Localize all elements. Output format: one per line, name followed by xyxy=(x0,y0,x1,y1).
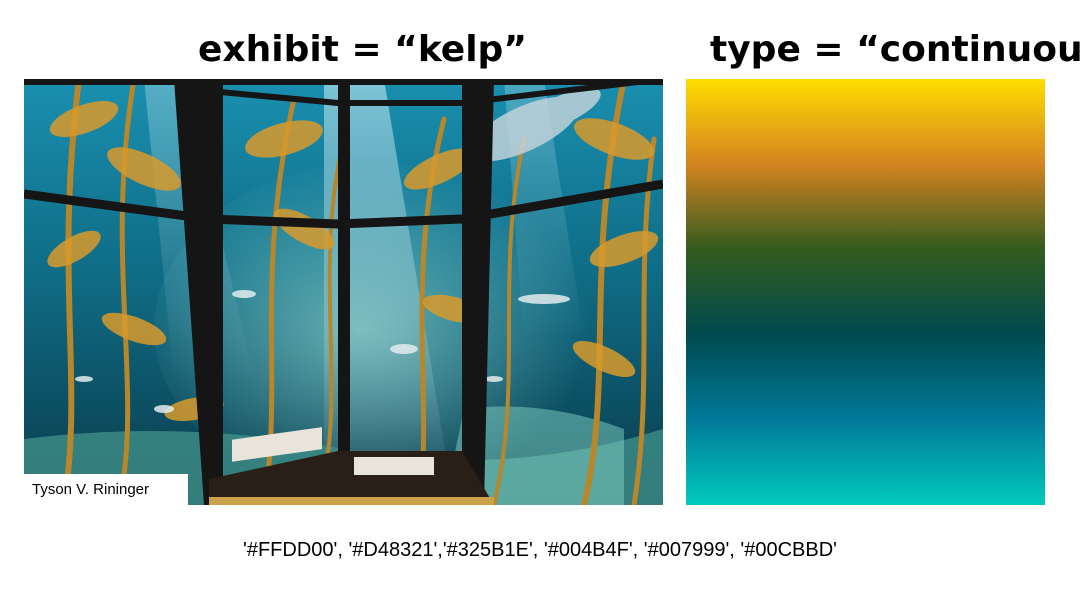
hex-color-list: '#FFDD00', '#D48321','#325B1E', '#004B4F… xyxy=(243,539,837,561)
type-title: type = “continuous” xyxy=(710,29,1080,70)
kelp-aquarium-photo: Tyson V. Rininger xyxy=(24,79,663,505)
kelp-tank-illustration xyxy=(24,79,663,505)
exhibit-title: exhibit = “kelp” xyxy=(198,29,527,70)
continuous-gradient-swatch xyxy=(686,79,1045,505)
photo-credit: Tyson V. Rininger xyxy=(24,474,188,505)
